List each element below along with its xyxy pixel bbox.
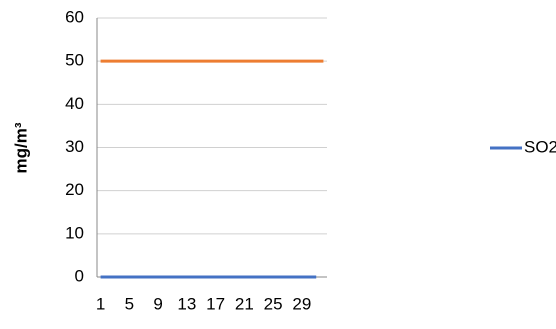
y-tick-label: 60 [65,7,84,26]
y-tick-label: 0 [75,266,84,285]
y-axis-label: mg/m³ [11,122,30,173]
y-tick-label: 10 [65,223,84,242]
y-tick-label: 20 [65,180,84,199]
x-tick-label: 13 [177,294,196,313]
x-tick-label: 5 [125,294,134,313]
x-tick-label: 29 [292,294,311,313]
x-tick-label: 17 [206,294,225,313]
x-tick-label: 25 [264,294,283,313]
y-tick-label: 30 [65,137,84,156]
y-tick-label: 40 [65,94,84,113]
x-tick-label: 1 [96,294,105,313]
legend-label: SO2 [524,137,556,156]
x-tick-label: 9 [153,294,162,313]
x-tick-label: 21 [235,294,254,313]
y-tick-label: 50 [65,51,84,70]
